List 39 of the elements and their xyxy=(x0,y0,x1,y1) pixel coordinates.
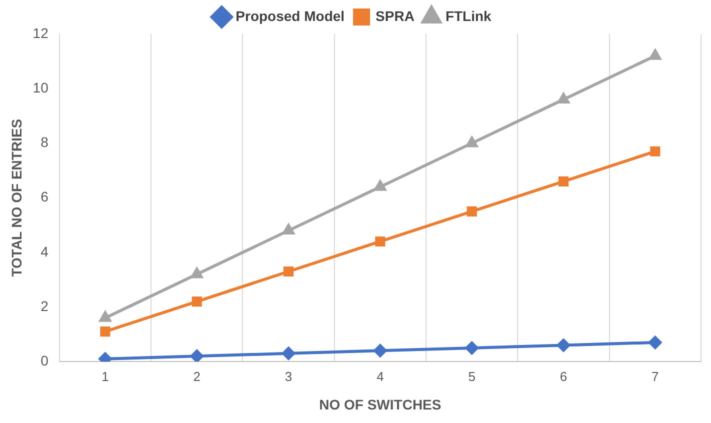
x-tick-label: 2 xyxy=(193,368,200,384)
legend-label: FTLink xyxy=(445,8,492,24)
x-axis-title: NO OF SWITCHES xyxy=(319,396,442,412)
x-tick-label: 6 xyxy=(560,368,568,384)
point xyxy=(374,180,386,191)
point xyxy=(99,311,112,322)
point xyxy=(558,176,569,186)
y-tick-label: 4 xyxy=(40,243,49,260)
point xyxy=(100,326,110,337)
legend-label: Proposed Model xyxy=(236,8,345,24)
point xyxy=(649,49,661,60)
point xyxy=(191,268,203,278)
y-tick-label: 0 xyxy=(40,352,49,368)
y-tick-label: 10 xyxy=(32,79,49,96)
point xyxy=(192,296,202,307)
point xyxy=(375,236,386,247)
x-tick-label: 7 xyxy=(652,368,659,384)
y-tick-label: 8 xyxy=(40,134,49,150)
legend-label: SPRA xyxy=(376,8,414,24)
point xyxy=(283,266,294,277)
y-axis-title: TOTAL NO OF ENTRIES xyxy=(8,118,24,277)
point xyxy=(650,146,660,156)
y-tick-label: 6 xyxy=(40,188,49,205)
point xyxy=(558,93,570,104)
point xyxy=(282,346,296,360)
y-tick-label: 2 xyxy=(40,298,49,314)
x-tick-label: 1 xyxy=(102,368,109,384)
point xyxy=(374,344,387,358)
point xyxy=(466,136,478,148)
point xyxy=(282,224,294,235)
point xyxy=(557,338,570,352)
point xyxy=(465,341,478,354)
y-tick-label: 12 xyxy=(32,24,49,41)
point xyxy=(190,350,204,362)
point xyxy=(648,336,662,349)
x-tick-label: 4 xyxy=(376,368,384,384)
x-tick-label: 3 xyxy=(284,368,292,384)
x-tick-label: 5 xyxy=(468,368,476,384)
point xyxy=(466,206,477,216)
